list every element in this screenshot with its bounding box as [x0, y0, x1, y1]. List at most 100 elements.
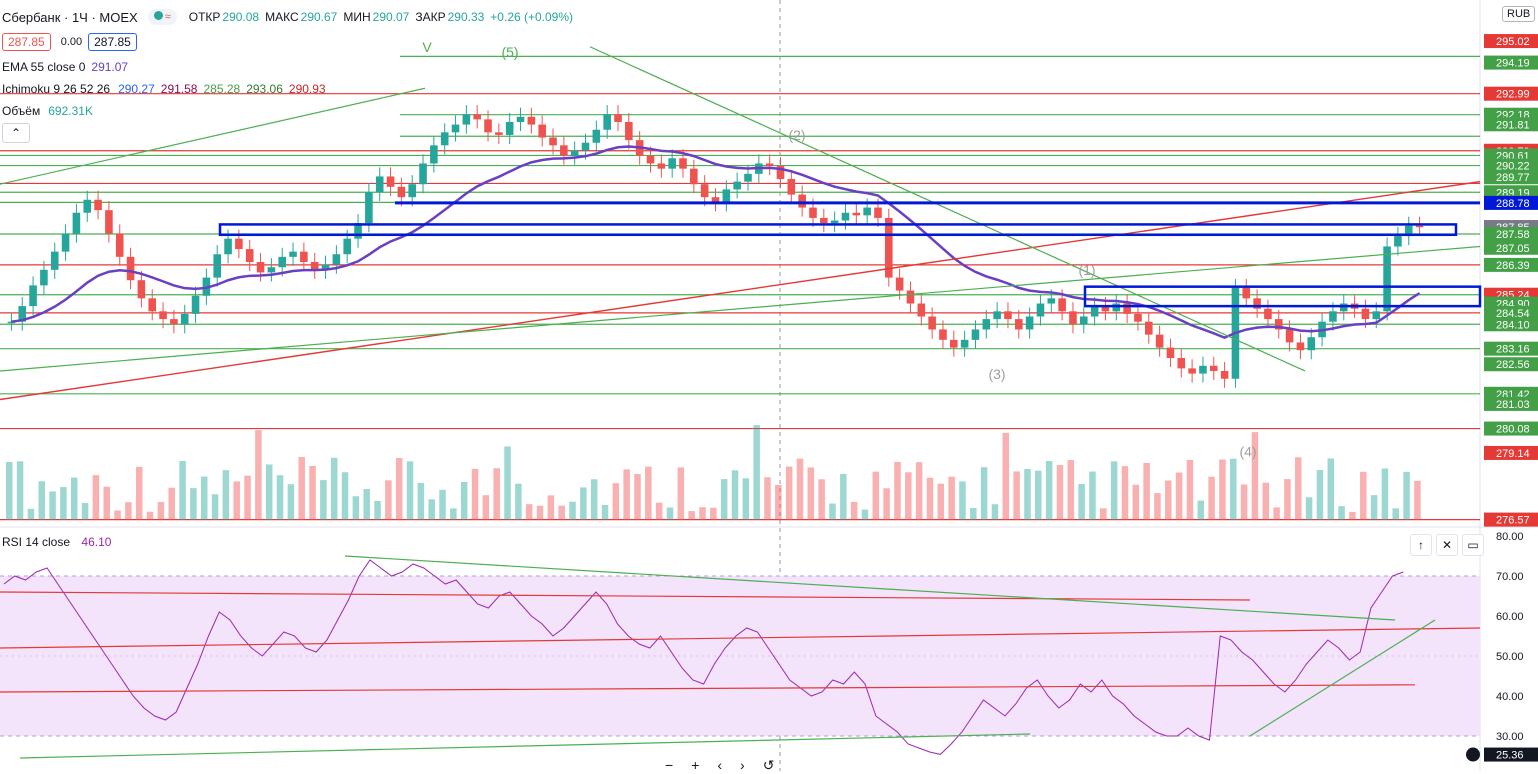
candle-body	[798, 194, 806, 208]
price-axis-label: 282.56	[1496, 359, 1530, 371]
volume-bar	[731, 470, 739, 520]
candle-body	[863, 207, 871, 216]
minus-icon[interactable]: −	[665, 757, 674, 773]
candle-body	[1015, 319, 1023, 330]
volume-bar	[580, 487, 587, 520]
price-axis-tag	[1484, 117, 1538, 132]
rsi-axis-tag	[1484, 747, 1538, 762]
buy-price-button[interactable]: 287.85	[88, 33, 137, 51]
candle-body	[614, 114, 622, 122]
volume-bar	[558, 505, 565, 520]
volume-bar	[92, 475, 100, 520]
ichimoku-legend[interactable]: Ichimoku 9 26 52 26 290.27 291.58 285.28…	[0, 78, 579, 100]
candle-body	[137, 280, 146, 299]
candle-body	[495, 132, 503, 135]
volume-bar	[1002, 432, 1010, 520]
volume-bar	[330, 457, 338, 520]
volume-bar	[1089, 471, 1096, 520]
candle-body	[397, 186, 406, 198]
volume-bar	[655, 502, 663, 520]
candle-body	[1307, 337, 1316, 351]
volume-bar	[970, 508, 977, 520]
symbol-title[interactable]: Сбербанк · 1Ч · MOEX	[2, 9, 138, 25]
volume-bar	[742, 478, 750, 520]
volume-bar	[471, 468, 479, 520]
volume-bar	[1186, 460, 1194, 520]
volume-bar	[1067, 460, 1075, 520]
volume-bar	[1370, 495, 1378, 520]
candle-body	[1285, 329, 1294, 343]
candle-body	[711, 197, 720, 203]
volume-bar	[1338, 506, 1345, 520]
volume-bar	[1403, 471, 1410, 520]
candle-body	[126, 256, 135, 281]
volume-bar	[1110, 461, 1118, 520]
volume-bar	[937, 483, 945, 520]
candle-body	[235, 238, 243, 250]
candle-body	[809, 207, 817, 218]
rsi-legend[interactable]: RSI 14 close 46.10	[2, 535, 111, 549]
price-axis-tag	[1484, 240, 1538, 255]
price-axis-tag	[1484, 305, 1538, 320]
volume-bar	[1056, 465, 1064, 520]
market-status-button[interactable]: ≈	[147, 9, 177, 25]
ema-legend[interactable]: EMA 55 close 0 291.07	[0, 56, 579, 78]
blue-zone-box	[1083, 285, 1482, 308]
chevron-right-icon[interactable]: ›	[740, 757, 745, 773]
volume-bar	[1132, 484, 1140, 520]
ema-value: 291.07	[91, 60, 129, 74]
candle-body	[451, 124, 460, 133]
candle-body	[722, 189, 731, 203]
volume-bar	[547, 495, 555, 520]
candle-body	[625, 121, 633, 141]
candle-body	[516, 116, 525, 122]
volume-bar	[1240, 484, 1248, 520]
close-icon[interactable]: ✕	[1436, 534, 1458, 556]
volume-bar	[1349, 511, 1356, 520]
candle-body	[841, 212, 850, 221]
reset-icon[interactable]: ↺	[762, 757, 775, 773]
volume-legend[interactable]: Объём 692.31K	[0, 100, 579, 122]
rsi-axis-label: 60.00	[1496, 611, 1524, 623]
chevron-left-icon[interactable]: ‹	[717, 757, 723, 773]
volume-bar	[125, 502, 132, 520]
sell-price-button[interactable]: 287.85	[2, 33, 51, 51]
candle-body	[1025, 316, 1034, 330]
volume-bar	[320, 480, 327, 520]
volume-bar	[590, 479, 598, 520]
rsi-green-line	[1249, 619, 1436, 737]
candle-body	[895, 277, 904, 291]
volume-bar	[135, 466, 143, 520]
candle-body	[191, 295, 200, 314]
wave-label: (4)	[1239, 444, 1256, 460]
candle-body	[603, 114, 611, 130]
candle-body	[408, 184, 416, 198]
volume-bar	[81, 502, 89, 520]
rsi-axis-label: 25.36	[1496, 750, 1524, 762]
currency-badge[interactable]: RUB	[1502, 6, 1536, 22]
candle-body	[1101, 306, 1110, 312]
price-axis-label: 283.16	[1496, 344, 1530, 356]
plus-icon[interactable]: +	[691, 757, 700, 773]
volume-bar	[612, 483, 620, 520]
candle-body	[527, 116, 536, 125]
high-value: 290.67	[300, 10, 338, 24]
candle-body	[505, 121, 514, 135]
trade-row: 287.85 0.00 287.85	[0, 28, 579, 56]
up-arrow-icon[interactable]: ↑	[1410, 534, 1432, 556]
volume-bar	[395, 458, 403, 520]
volume-bar	[1414, 480, 1421, 520]
volume-bar	[1305, 497, 1313, 520]
volume-bar	[915, 462, 923, 520]
volume-bar	[883, 488, 890, 520]
maximize-icon[interactable]: ▭	[1462, 534, 1484, 556]
ema-line	[11, 145, 1421, 339]
volume-bar	[1316, 470, 1324, 520]
rsi-value: 46.10	[81, 535, 112, 549]
collapse-icon[interactable]: ⌃	[2, 123, 30, 143]
low-value: 290.07	[372, 10, 410, 24]
candle-body	[1372, 311, 1381, 320]
volume-bar	[807, 467, 815, 520]
volume-bar	[1165, 480, 1172, 520]
